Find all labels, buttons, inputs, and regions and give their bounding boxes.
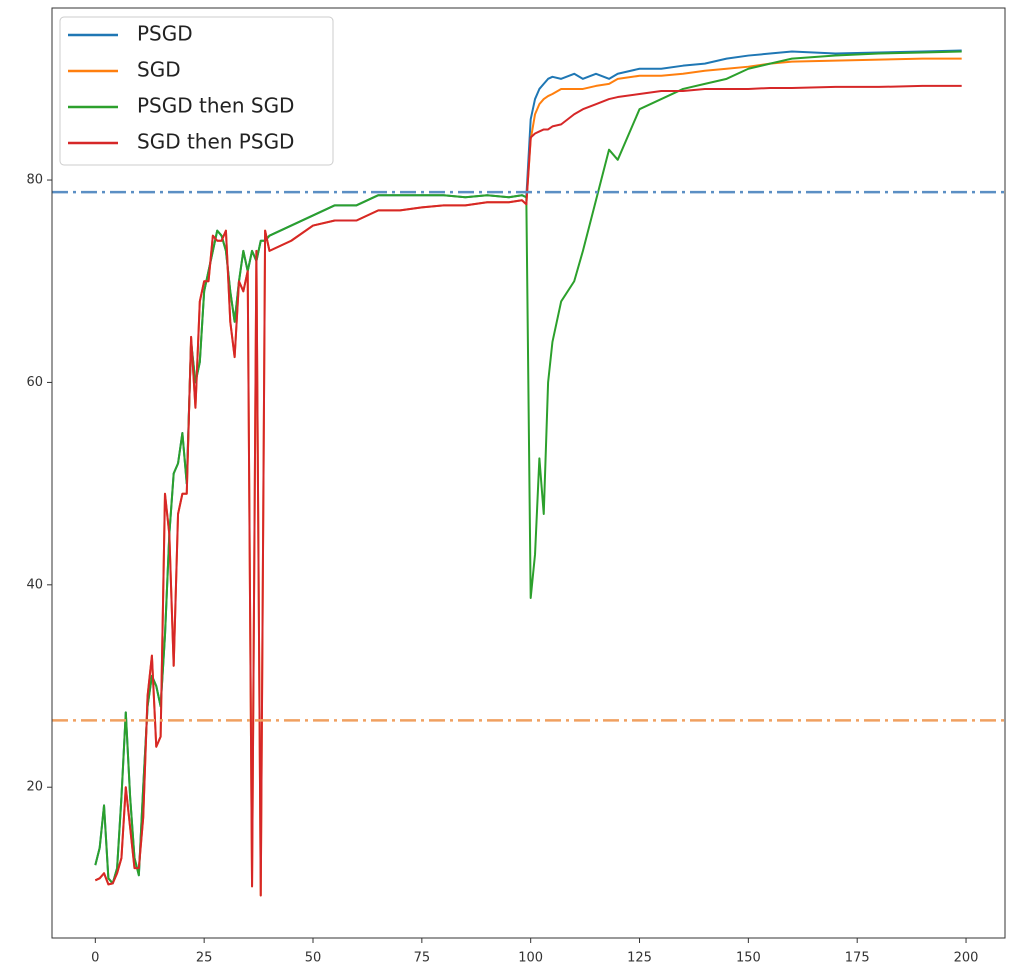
x-tick-label: 200 (954, 951, 979, 966)
x-tick-label: 175 (845, 951, 870, 966)
x-tick-label: 100 (518, 951, 543, 966)
y-tick-label: 20 (26, 780, 43, 795)
x-tick-label: 25 (196, 951, 213, 966)
axes-frame (51, 7, 1006, 939)
legend-label: PSGD then SGD (137, 94, 294, 118)
x-tick-label: 125 (627, 951, 652, 966)
x-tick-label: 150 (736, 951, 761, 966)
y-tick-label: 60 (26, 375, 43, 390)
x-tick-label: 50 (305, 951, 322, 966)
legend-label: SGD (137, 58, 181, 82)
y-tick-label: 80 (26, 173, 43, 188)
series-line (94, 84, 962, 897)
series-line (94, 50, 962, 885)
legend-box (59, 16, 334, 166)
y-tick-label: 40 (26, 577, 43, 592)
legend-label: SGD then PSGD (137, 130, 294, 154)
x-tick-label: 0 (91, 951, 99, 966)
x-tick-label: 75 (414, 951, 431, 966)
legend-label: PSGD (137, 22, 193, 46)
